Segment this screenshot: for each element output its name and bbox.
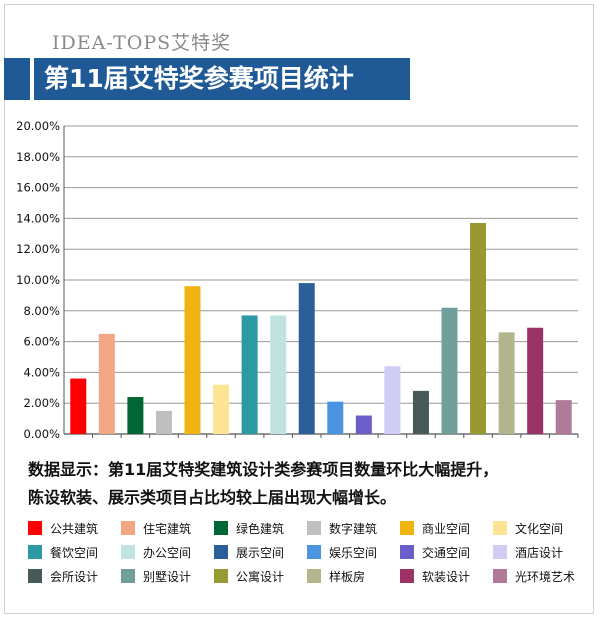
bar-8 bbox=[270, 315, 287, 434]
bar-3 bbox=[127, 397, 144, 434]
legend-swatch bbox=[493, 569, 507, 583]
legend-swatch bbox=[400, 545, 414, 559]
legend-swatch bbox=[214, 545, 228, 559]
legend-label: 住宅建筑 bbox=[143, 521, 192, 536]
y-tick-label: 8.00% bbox=[23, 304, 60, 318]
legend-label: 交通空间 bbox=[422, 545, 471, 560]
legend-label: 绿色建筑 bbox=[236, 521, 285, 536]
legend-item: 住宅建筑 bbox=[121, 520, 214, 536]
y-tick-label: 20.00% bbox=[16, 119, 60, 133]
legend-label: 样板房 bbox=[329, 569, 366, 584]
legend-item: 样板房 bbox=[307, 568, 400, 584]
title-accent-stripe bbox=[30, 58, 34, 100]
legend-item: 数字建筑 bbox=[307, 520, 400, 536]
brand-name: IDEA-TOPS艾特奖 bbox=[52, 32, 232, 54]
legend-label: 软装设计 bbox=[422, 569, 471, 584]
bar-6 bbox=[213, 384, 230, 434]
data-note: 数据显示：第11届艾特奖建筑设计类参赛项目数量环比大幅提升， 陈设软装、展示类项… bbox=[28, 456, 588, 512]
bar-14 bbox=[441, 307, 458, 434]
y-tick-label: 0.00% bbox=[23, 427, 60, 441]
legend-swatch bbox=[214, 569, 228, 583]
legend-swatch bbox=[28, 545, 42, 559]
bar-15 bbox=[470, 223, 487, 434]
legend-swatch bbox=[121, 545, 135, 559]
legend-label: 数字建筑 bbox=[329, 521, 378, 536]
bar-9 bbox=[298, 283, 315, 434]
bar-4 bbox=[155, 410, 172, 434]
legend-label: 会所设计 bbox=[50, 569, 99, 584]
legend-swatch bbox=[400, 569, 414, 583]
legend-item: 酒店设计 bbox=[493, 544, 586, 560]
legend-item: 光环境艺术 bbox=[493, 568, 586, 584]
legend-swatch bbox=[493, 545, 507, 559]
bar-chart: 0.00% 2.00% 4.00% 6.00% 8.00% 10.00% 12.00% 14.… bbox=[16, 119, 579, 441]
bar-2 bbox=[98, 333, 115, 434]
title-banner bbox=[4, 58, 410, 100]
bar-10 bbox=[327, 401, 344, 434]
legend-item: 会所设计 bbox=[28, 568, 121, 584]
chart-legend: 公共建筑 住宅建筑 绿色建筑 数字建筑 商业空间 文化空间餐饮空间 办公空间 展示空间 娱乐空间… bbox=[28, 520, 588, 584]
legend-swatch bbox=[400, 521, 414, 535]
bar-1 bbox=[70, 378, 87, 434]
y-tick-label: 6.00% bbox=[23, 335, 60, 349]
bar-11 bbox=[355, 415, 372, 434]
legend-label: 展示空间 bbox=[236, 545, 285, 560]
legend-swatch bbox=[307, 545, 321, 559]
legend-swatch bbox=[121, 521, 135, 535]
bar-17 bbox=[527, 327, 544, 434]
y-tick-label: 12.00% bbox=[16, 242, 60, 256]
bar-5 bbox=[184, 286, 201, 434]
page-title: 第11届艾特奖参赛项目统计 bbox=[44, 64, 354, 93]
data-note-line-2: 陈设软装、展示类项目占比均较上届出现大幅增长。 bbox=[28, 488, 397, 507]
legend-item: 餐饮空间 bbox=[28, 544, 121, 560]
bar-12 bbox=[384, 366, 401, 434]
legend-item: 展示空间 bbox=[214, 544, 307, 560]
legend-label: 娱乐空间 bbox=[329, 545, 378, 560]
y-tick-label: 14.00% bbox=[16, 211, 60, 225]
legend-item: 商业空间 bbox=[400, 520, 493, 536]
legend-swatch bbox=[307, 521, 321, 535]
legend-label: 办公空间 bbox=[143, 545, 192, 560]
legend-item: 公共建筑 bbox=[28, 520, 121, 536]
y-tick-label: 10.00% bbox=[16, 273, 60, 287]
legend-swatch bbox=[493, 521, 507, 535]
legend-swatch bbox=[121, 569, 135, 583]
legend-item: 软装设计 bbox=[400, 568, 493, 584]
legend-label: 酒店设计 bbox=[515, 545, 564, 560]
legend-label: 商业空间 bbox=[422, 521, 471, 536]
legend-swatch bbox=[307, 569, 321, 583]
legend-item: 文化空间 bbox=[493, 520, 586, 536]
bar-13 bbox=[412, 390, 429, 434]
bar-16 bbox=[498, 332, 515, 434]
y-tick-label: 18.00% bbox=[16, 150, 60, 164]
data-note-line-1: 数据显示：第11届艾特奖建筑设计类参赛项目数量环比大幅提升， bbox=[28, 460, 499, 479]
legend-swatch bbox=[28, 521, 42, 535]
legend-label: 公寓设计 bbox=[236, 569, 285, 584]
legend-item: 别墅设计 bbox=[121, 568, 214, 584]
legend-item: 交通空间 bbox=[400, 544, 493, 560]
legend-label: 光环境艺术 bbox=[515, 569, 576, 584]
bar-7 bbox=[241, 315, 258, 434]
legend-item: 绿色建筑 bbox=[214, 520, 307, 536]
legend-item: 办公空间 bbox=[121, 544, 214, 560]
legend-label: 餐饮空间 bbox=[50, 545, 99, 560]
legend-swatch bbox=[214, 521, 228, 535]
y-tick-label: 2.00% bbox=[23, 396, 60, 410]
bar-18 bbox=[555, 400, 572, 434]
legend-item: 公寓设计 bbox=[214, 568, 307, 584]
page-frame bbox=[4, 4, 594, 614]
legend-label: 文化空间 bbox=[515, 521, 564, 536]
legend-item: 娱乐空间 bbox=[307, 544, 400, 560]
legend-label: 别墅设计 bbox=[143, 569, 192, 584]
legend-swatch bbox=[28, 569, 42, 583]
y-tick-label: 16.00% bbox=[16, 181, 60, 195]
legend-label: 公共建筑 bbox=[50, 521, 99, 536]
y-tick-label: 4.00% bbox=[23, 365, 60, 379]
